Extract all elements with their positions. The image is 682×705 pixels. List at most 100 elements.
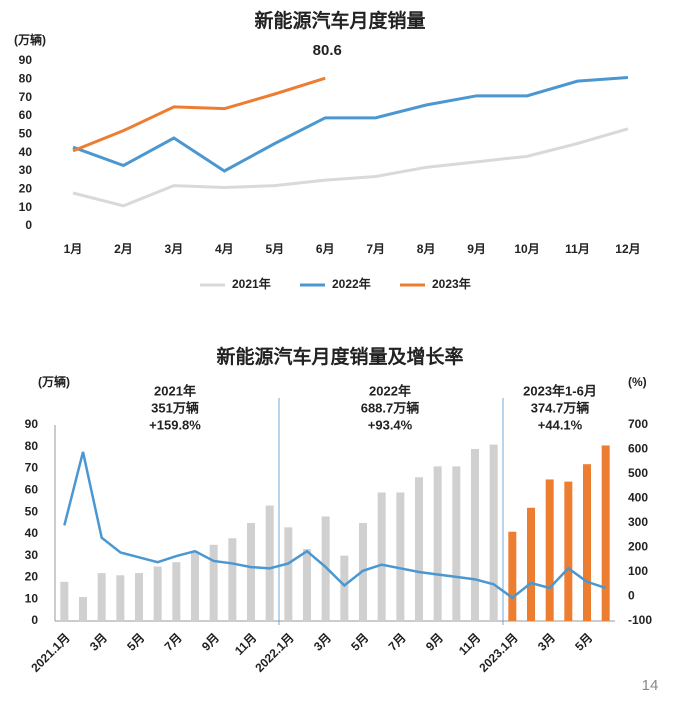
y2-tick-label: -100 — [628, 613, 652, 627]
x-tick-label: 11月 — [565, 242, 590, 256]
annotation: 2023年1-6月 — [523, 383, 597, 398]
annotation: 351万辆 — [151, 400, 199, 415]
bar — [433, 466, 442, 621]
line — [72, 76, 629, 173]
x-tick-label: 9月 — [423, 630, 446, 653]
chart-title: 新能源汽车月度销量及增长率 — [216, 345, 463, 368]
bar — [396, 492, 405, 621]
y-tick-label: 40 — [25, 526, 39, 540]
x-tick-label: 7月 — [366, 242, 385, 256]
x-tick-label: 11月 — [232, 630, 259, 657]
x-tick-label: 2021.1月 — [28, 630, 72, 674]
y2-tick-label: 0 — [628, 589, 635, 603]
x-tick-label: 5月 — [265, 242, 284, 256]
y-tick-label: 30 — [25, 548, 39, 562]
y-tick-label: 60 — [19, 108, 33, 122]
y-tick-label: 90 — [19, 53, 33, 67]
y-tick-label: 40 — [19, 145, 33, 159]
bar — [601, 445, 610, 621]
x-tick-label: 10月 — [514, 242, 539, 256]
bar — [79, 597, 87, 621]
legend-label: 2021年 — [232, 276, 271, 291]
bar — [172, 562, 181, 621]
y-tick-label: 20 — [19, 182, 33, 196]
annotation: 2022年 — [369, 383, 411, 398]
legend-label: 2022年 — [332, 276, 371, 291]
y2-tick-label: 600 — [628, 442, 648, 456]
y2-tick-label: 200 — [628, 540, 648, 554]
bar — [97, 573, 106, 621]
line — [63, 451, 607, 600]
legend-label: 2023年 — [432, 276, 471, 291]
x-tick-label: 7月 — [386, 630, 409, 653]
bar — [60, 581, 69, 621]
bar — [564, 481, 573, 621]
y-tick-label: 60 — [25, 483, 39, 497]
bar — [527, 507, 535, 621]
y2-tick-label: 300 — [628, 515, 648, 529]
x-tick-label: 3月 — [535, 630, 558, 653]
bar — [583, 464, 591, 621]
x-tick-label: 3月 — [87, 630, 110, 653]
bar — [508, 531, 517, 621]
x-tick-label: 2022.1月 — [252, 630, 296, 674]
page-number: 14 — [642, 677, 659, 694]
x-tick-label: 4月 — [215, 242, 234, 256]
line — [72, 76, 326, 153]
x-tick-label: 2023.1月 — [476, 630, 520, 674]
bar — [247, 523, 255, 621]
y-tick-label: 90 — [25, 417, 39, 431]
bar — [209, 544, 218, 621]
y-tick-label: 70 — [19, 90, 33, 104]
x-tick-label: 11月 — [456, 630, 483, 657]
y-tick-label: 0 — [25, 218, 32, 232]
y2-tick-label: 400 — [628, 491, 648, 505]
bar — [284, 527, 293, 621]
y-tick-label: 80 — [25, 439, 39, 453]
annotation: +93.4% — [368, 417, 413, 432]
x-tick-label: 3月 — [165, 242, 184, 256]
y-tick-label: 80 — [19, 72, 33, 86]
x-tick-label: 3月 — [311, 630, 334, 653]
bar — [153, 566, 162, 621]
x-tick-label: 5月 — [124, 630, 147, 653]
y-axis-label: (万辆) — [38, 374, 70, 389]
bar — [489, 444, 498, 621]
annotation: 374.7万辆 — [531, 400, 590, 415]
y-tick-label: 50 — [25, 504, 39, 518]
y-axis-label: (万辆) — [14, 32, 46, 47]
y2-tick-label: 100 — [628, 564, 648, 578]
x-tick-label: 6月 — [316, 242, 335, 256]
bar — [228, 538, 237, 621]
y2-tick-label: 500 — [628, 466, 648, 480]
y-tick-label: 10 — [25, 591, 39, 605]
x-tick-label: 8月 — [417, 242, 436, 256]
x-tick-label: 2月 — [114, 242, 133, 256]
data-label: 80.6 — [313, 42, 342, 59]
x-tick-label: 1月 — [64, 242, 83, 256]
y2-tick-label: 700 — [628, 417, 648, 431]
annotation: +44.1% — [538, 417, 583, 432]
x-tick-label: 7月 — [162, 630, 185, 653]
x-tick-label: 9月 — [199, 630, 222, 653]
y-tick-label: 0 — [31, 613, 38, 627]
bar — [191, 551, 199, 621]
bar — [452, 466, 461, 621]
y2-axis-label: (%) — [628, 375, 647, 389]
y-tick-label: 70 — [25, 461, 39, 475]
y-tick-label: 30 — [19, 163, 33, 177]
line — [72, 127, 629, 208]
bar — [415, 477, 423, 621]
annotation: 688.7万辆 — [361, 400, 420, 415]
x-tick-label: 5月 — [572, 630, 595, 653]
bar — [135, 573, 143, 621]
bar — [340, 555, 349, 621]
annotation: 2021年 — [154, 383, 196, 398]
x-tick-label: 5月 — [348, 630, 371, 653]
chart-title: 新能源汽车月度销量 — [254, 9, 425, 32]
x-tick-label: 12月 — [615, 242, 640, 256]
bar — [116, 575, 125, 621]
bar — [303, 549, 311, 621]
bar — [377, 492, 386, 621]
